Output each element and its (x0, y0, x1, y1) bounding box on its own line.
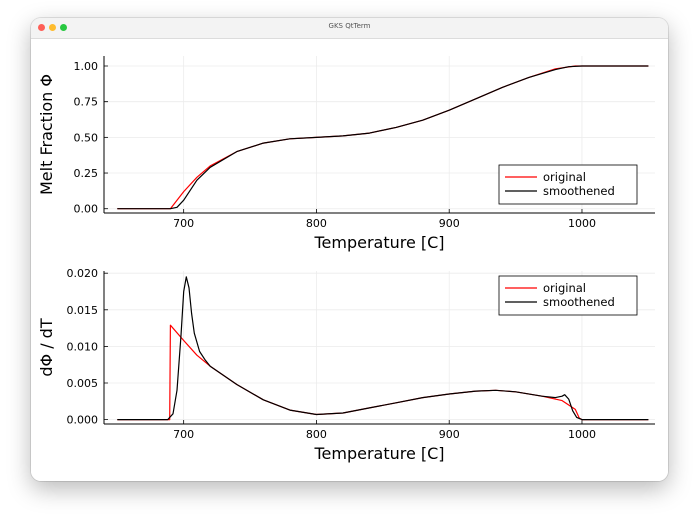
chart2-x-axis-label: Temperature [C] (313, 444, 444, 463)
chart1-x-axis-label: Temperature [C] (313, 233, 444, 252)
chart1-series-smoothened-line (117, 65, 649, 210)
chart2-series-smoothened-line (117, 276, 649, 421)
chart2-x-tick-label-0: 700 (173, 428, 194, 441)
chart2-x-tick-label-2: 900 (439, 428, 460, 441)
chart1-legend-label-smoothened: smoothened (543, 184, 615, 198)
window-title: GKS QtTerm (328, 22, 371, 30)
chart2-y-tick-label-0: 0.000 (67, 414, 99, 427)
chart1-y-tick-label-4: 1.00 (74, 60, 99, 73)
chart2-legend-label-smoothened: smoothened (543, 295, 615, 309)
chart1-legend-box (498, 164, 638, 205)
chart1-y-tick-label-2: 0.50 (74, 131, 99, 144)
chart2-legend-box (498, 275, 638, 316)
chart2-y-tick-label-3: 0.015 (67, 304, 99, 317)
chart1-y-tick-label-0: 0.00 (74, 203, 99, 216)
chart1-y-axis-label: Melt Fraction Φ (37, 74, 56, 195)
chart1-legend-label-original: original (543, 170, 586, 184)
chart1-x-tick-label-1: 800 (306, 217, 327, 230)
chart2-y-axis-label: dΦ / dT (37, 318, 56, 376)
chart1-x-tick-label-0: 700 (173, 217, 194, 230)
qtterm-window: GKS QtTerm 700 800 900 1000 0.00 0.25 0.50 0.75… (31, 18, 668, 481)
plot-canvas: 700 800 900 1000 0.00 0.25 0.50 0.75 1.00 Tempera… (31, 39, 668, 481)
title-bar[interactable]: GKS QtTerm (31, 18, 668, 39)
chart1-x-tick-label-2: 900 (439, 217, 460, 230)
chart1-x-tick-label-3: 1000 (568, 217, 596, 230)
chart2-y-tick-label-4: 0.020 (67, 267, 99, 280)
chart2-legend-label-original: original (543, 281, 586, 295)
chart1-y-tick-label-1: 0.25 (74, 167, 99, 180)
close-window-button[interactable] (38, 24, 45, 31)
maximize-window-button[interactable] (60, 24, 67, 31)
chart2-y-tick-label-2: 0.010 (67, 340, 99, 353)
chart1-y-tick-label-3: 0.75 (74, 96, 99, 109)
chart2-x-tick-label-1: 800 (306, 428, 327, 441)
chart2-y-tick-label-1: 0.005 (67, 377, 99, 390)
plots-svg: 700 800 900 1000 0.00 0.25 0.50 0.75 1.00 Tempera… (37, 56, 655, 463)
chart2-x-tick-label-3: 1000 (568, 428, 596, 441)
minimize-window-button[interactable] (49, 24, 56, 31)
